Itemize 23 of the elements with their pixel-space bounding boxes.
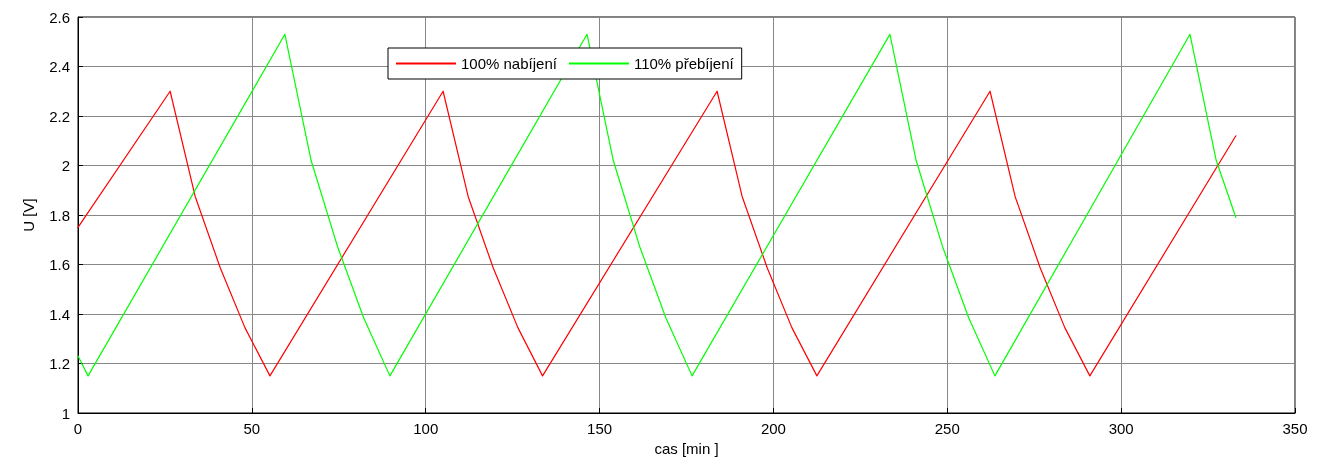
line-series <box>77 90 1237 377</box>
y-tick-label: 1.8 <box>49 206 70 224</box>
y-tick-label: 1.6 <box>49 256 70 273</box>
x-tick-label: 0 <box>73 420 83 437</box>
x-tick-label: 200 <box>760 420 786 437</box>
legend-label: 100% nabíjení <box>461 55 558 72</box>
x-axis-title: cas [min ] <box>654 439 719 457</box>
y-tick-label: 2 <box>61 157 70 174</box>
line-series <box>77 33 1237 377</box>
x-tick-label: 250 <box>934 420 960 437</box>
y-axis-title: U [V] <box>20 198 37 232</box>
y-tick-label: 2.6 <box>49 8 70 26</box>
legend-label: 110% přebíjení <box>633 55 735 72</box>
y-tick-label: 1.2 <box>49 355 70 372</box>
x-tick-label: 300 <box>1108 420 1134 437</box>
x-tick-label: 100 <box>413 420 439 437</box>
x-tick-label: 150 <box>587 420 613 437</box>
y-tick-label: 1.4 <box>49 305 70 323</box>
y-tick-label: 1 <box>61 404 70 422</box>
y-tick-label: 2.4 <box>49 58 70 75</box>
x-tick-label: 350 <box>1282 420 1308 437</box>
x-tick-label: 50 <box>243 420 261 437</box>
y-tick-label: 2.2 <box>49 107 70 125</box>
